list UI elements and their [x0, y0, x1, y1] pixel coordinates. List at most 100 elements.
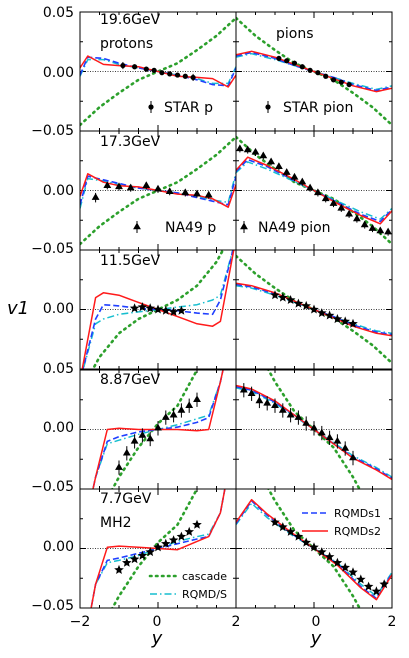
labels-layer: v1 y y −2 0 2 0 2 0.05 0.00 −0.05 0.00 −… [7, 5, 397, 649]
data-point [368, 224, 377, 231]
panels-layer [79, 11, 393, 609]
data-point [371, 586, 382, 596]
data-point [340, 316, 350, 326]
series-line-rqmds1 [236, 385, 392, 479]
panel-frame [235, 249, 393, 370]
data-label-na49-p: NA49 p [165, 220, 216, 236]
data-point [174, 72, 181, 78]
data-point [349, 453, 357, 461]
data-point [142, 181, 151, 188]
panel-r3-c1 [79, 249, 237, 370]
data-point [348, 567, 358, 577]
data-point [363, 581, 374, 591]
data-point [120, 62, 126, 69]
data-point [177, 405, 186, 413]
data-point [143, 66, 149, 72]
data-point [138, 430, 147, 438]
series-group [80, 16, 236, 127]
legend-marker [265, 104, 271, 110]
data-point [167, 71, 173, 77]
data-point [129, 554, 140, 564]
data-point [307, 67, 313, 73]
data-point [169, 410, 178, 418]
data-point [146, 434, 155, 442]
data-point [337, 203, 346, 211]
data-point [251, 147, 260, 155]
y-tick-label-row3-zero: 0.00 [43, 301, 74, 317]
data-point [168, 306, 179, 316]
x-tick-label-right-mid: 0 [312, 614, 321, 630]
legend-label-cascade: cascade [182, 570, 227, 583]
panel-extra-row1: protons [100, 36, 153, 52]
series-group [236, 135, 392, 246]
panel-frame [235, 488, 393, 609]
data-point [145, 303, 155, 313]
series-group [236, 254, 392, 365]
data-point [310, 423, 318, 431]
data-point [184, 526, 194, 536]
panel-energy-row1: 19.6GeV [100, 12, 161, 28]
data-point [263, 398, 272, 406]
data-point [338, 79, 344, 85]
data-point [290, 172, 299, 180]
data-point [332, 314, 343, 324]
legend-label-rqmds1: RQMDs1 [334, 507, 381, 520]
y-tick-label-row5-top: −0.05 [31, 479, 74, 495]
legend-label-rqmds: RQMD/S [182, 588, 227, 601]
y-tick-label-row5-zero: 0.00 [43, 539, 74, 555]
data-point [302, 419, 311, 426]
data-point [115, 463, 123, 470]
data-point [291, 60, 298, 66]
data-point [321, 194, 330, 202]
data-point [154, 184, 162, 192]
data-point [165, 187, 174, 194]
series-group [236, 16, 392, 127]
data-point [301, 300, 311, 310]
series-group [92, 370, 224, 489]
data-point [182, 73, 188, 79]
data-label-na49-pion: NA49 pion [258, 220, 331, 236]
data-point [285, 526, 296, 536]
data-point [267, 157, 276, 165]
data-point [376, 226, 385, 234]
data-point [181, 188, 190, 196]
data-point [122, 448, 131, 456]
data-point [247, 389, 256, 397]
data-point [126, 183, 135, 191]
y-tick-label-row1-zero: 0.00 [43, 65, 74, 81]
data-point [301, 537, 311, 547]
y-tick-label-row2-zero: 0.00 [43, 183, 74, 199]
data-point [293, 298, 304, 308]
data-point [346, 81, 352, 88]
data-point [204, 190, 213, 198]
data-point [259, 151, 268, 159]
legend-label-rqmds2: RQMDs2 [334, 525, 381, 538]
data-point [293, 531, 304, 541]
x-axis-label: y [151, 628, 163, 649]
data-point [317, 428, 326, 436]
data-point [278, 522, 288, 532]
panel-r5-c1 [79, 488, 237, 609]
y-tick-label-row5-bottom: −0.05 [31, 598, 74, 614]
data-point [161, 538, 171, 548]
y-tick-label-row4-top: 0.05 [43, 361, 74, 377]
data-point [330, 77, 337, 83]
data-point [190, 74, 196, 81]
data-point [168, 535, 179, 545]
legend-marker [240, 222, 248, 230]
data-point [153, 304, 163, 314]
data-point [161, 413, 170, 420]
data-point [193, 395, 201, 402]
panel-energy-row3: 11.5GeV [100, 253, 161, 269]
data-point [270, 517, 280, 527]
data-point [379, 579, 389, 589]
x-tick-label-left-min: −2 [70, 614, 91, 630]
series-group [236, 489, 392, 608]
data-point [309, 542, 319, 552]
data-point [284, 58, 290, 64]
panel-r4-c1 [79, 369, 237, 490]
data-point [298, 177, 307, 185]
y-tick-label-row4-zero: 0.00 [43, 420, 74, 436]
data-point [286, 410, 295, 418]
